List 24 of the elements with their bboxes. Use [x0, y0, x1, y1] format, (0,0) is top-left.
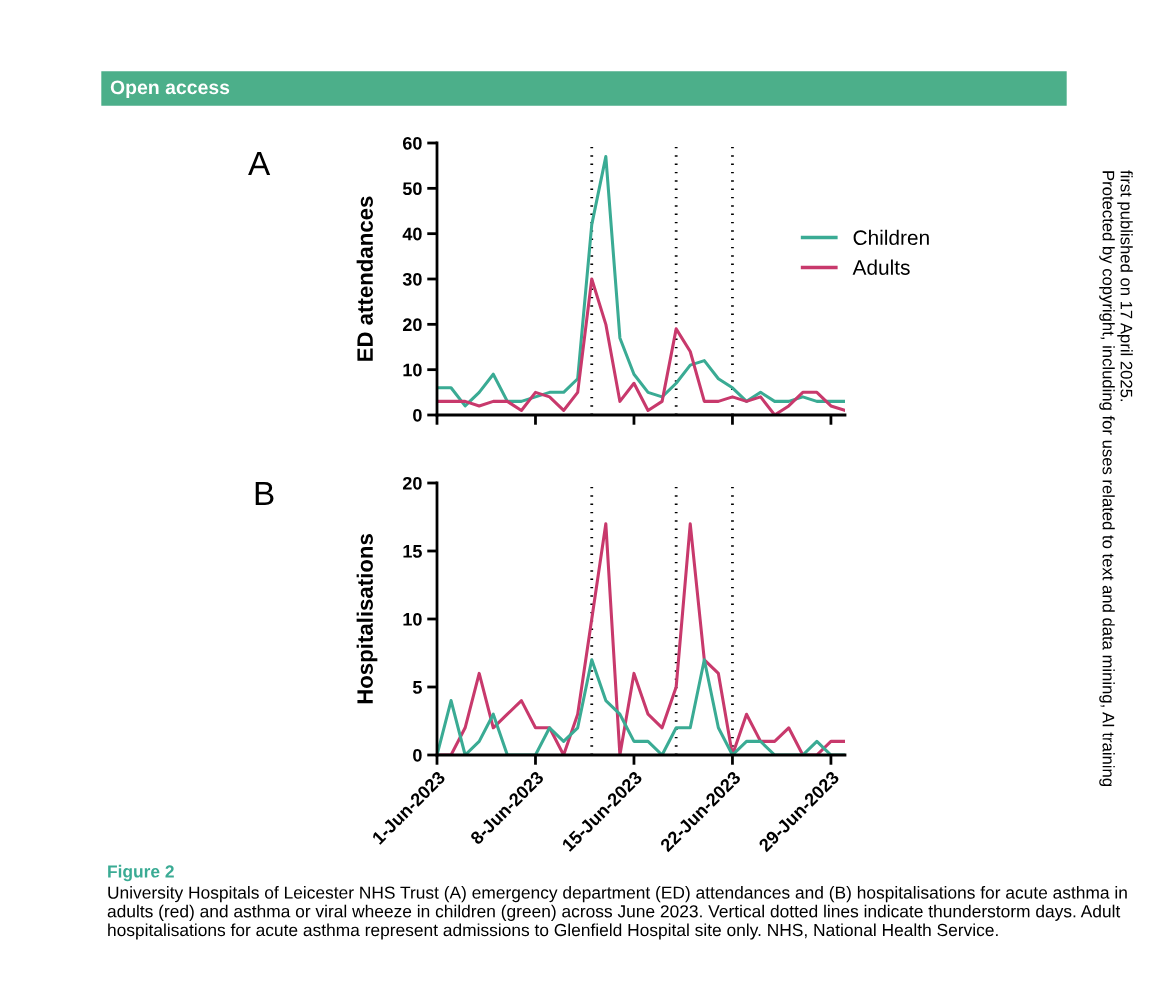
- text: B: [255, 482, 274, 505]
- caption: Figure 2: [108, 864, 174, 882]
- text: University Hospitals of Leicester NHS Trust (A) emergency department (ED) attendances and (B) hospitalisations for acute asthma in adults (red) and asthma or viral wheeze in children (green) across June 2023. Vertical dotted lines indicate thunderstorm days. Adult hospitalisations for acute asthma represent admissions to Glenfield Hospital site only. NHS, National Health Service.: [107, 886, 1127, 940]
- y-tick-label: 5: [412, 681, 422, 694]
- legend-label: Children: [853, 229, 929, 246]
- y-tick-label: 10: [403, 612, 422, 626]
- y-tick-label: 50: [402, 182, 422, 196]
- y-tick-label: 20: [402, 318, 422, 332]
- y-tick-label: 15: [403, 545, 422, 558]
- y-axis-title: Hospitalisations: [356, 534, 378, 704]
- y-tick-label: 0: [413, 408, 422, 422]
- y-tick-label: 0: [413, 748, 422, 762]
- y-tick-label: 30: [402, 272, 422, 286]
- text: Protected by copyright, including for uses related to text and data mining, AI training: [1099, 171, 1115, 786]
- y-tick-label: 40: [402, 227, 422, 241]
- text: A: [248, 152, 271, 175]
- line-series: [437, 155, 845, 408]
- y-tick-label: 60: [403, 136, 422, 150]
- y-tick-label: 20: [402, 476, 422, 490]
- text: Open access: [110, 80, 230, 99]
- legend-label: Adults: [852, 259, 910, 275]
- y-tick-label: 10: [403, 363, 422, 377]
- y-axis-title: ED attendances: [356, 196, 373, 361]
- text: first published on 17 April 2025.: [1117, 170, 1133, 402]
